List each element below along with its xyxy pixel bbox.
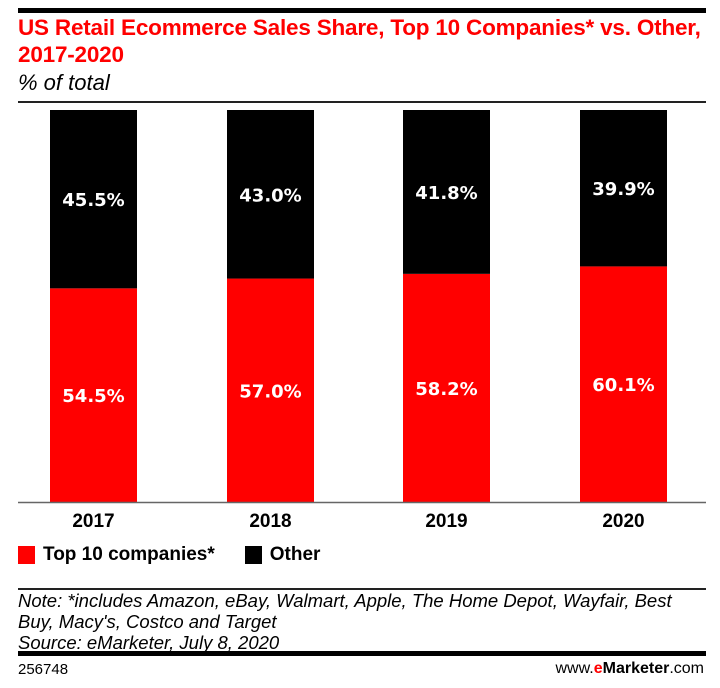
bar-other-2020	[580, 110, 667, 267]
bar-other-2018	[227, 110, 314, 279]
legend-swatch-top10	[18, 546, 35, 564]
chart-title: US Retail Ecommerce Sales Share, Top 10 …	[18, 15, 701, 67]
data-label-other-2018: 43.0%	[239, 185, 301, 206]
data-label-other-2017: 45.5%	[62, 190, 124, 211]
brand-url: www.eMarketer.com	[555, 660, 704, 678]
header-divider	[18, 101, 706, 103]
bars-group: 54.5% 45.5% 57.0% 43.0% 58.2% 41.8% 60.1% 39.9%	[50, 110, 667, 502]
legend-item-top10: Top 10 companies*	[18, 544, 215, 566]
data-label-top10-2018: 57.0%	[239, 381, 301, 402]
stacked-bar-chart: 54.5% 45.5% 57.0% 43.0% 58.2% 41.8% 60.1% 39.9%…	[18, 110, 706, 532]
bar-top10-2020	[580, 266, 667, 502]
brand-e-logo: e	[593, 660, 603, 677]
top-rule	[18, 8, 706, 13]
bar-top10-2017	[50, 288, 137, 502]
legend-label-top10: Top 10 companies*	[43, 544, 215, 565]
bar-top10-2019	[403, 273, 490, 502]
legend: Top 10 companies* Other	[18, 543, 350, 567]
legend-label-other: Other	[269, 544, 321, 565]
x-tick-label-2018: 2018	[249, 511, 291, 532]
x-tick-labels: 2017 2018 2019 2020	[72, 511, 644, 532]
chart-subtitle: % of total	[18, 70, 110, 95]
data-label-top10-2017: 54.5%	[62, 386, 124, 407]
bar-top10-2018	[227, 278, 314, 502]
x-tick-label-2019: 2019	[425, 511, 467, 532]
source-text: Source: eMarketer, July 8, 2020	[18, 632, 280, 653]
note-text: Note: *includes Amazon, eBay, Walmart, A…	[18, 590, 672, 632]
footer-divider	[18, 588, 706, 590]
data-label-top10-2019: 58.2%	[415, 379, 477, 400]
data-label-other-2019: 41.8%	[415, 183, 477, 204]
bar-other-2019	[403, 110, 490, 274]
data-label-top10-2020: 60.1%	[592, 375, 654, 396]
data-label-other-2020: 39.9%	[592, 179, 654, 200]
chart-id: 256748	[18, 661, 69, 678]
brand-prefix: www.	[555, 660, 594, 677]
legend-swatch-other	[244, 546, 262, 564]
brand-suffix: .com	[669, 660, 704, 677]
brand-name: Marketer	[602, 660, 670, 677]
bar-other-2017	[50, 110, 137, 289]
footnote: Note: *includes Amazon, eBay, Walmart, A…	[18, 590, 708, 653]
legend-item-other: Other	[244, 544, 321, 566]
x-tick-label-2020: 2020	[602, 511, 644, 532]
x-tick-label-2017: 2017	[72, 511, 114, 532]
bottom-rule	[18, 651, 706, 656]
